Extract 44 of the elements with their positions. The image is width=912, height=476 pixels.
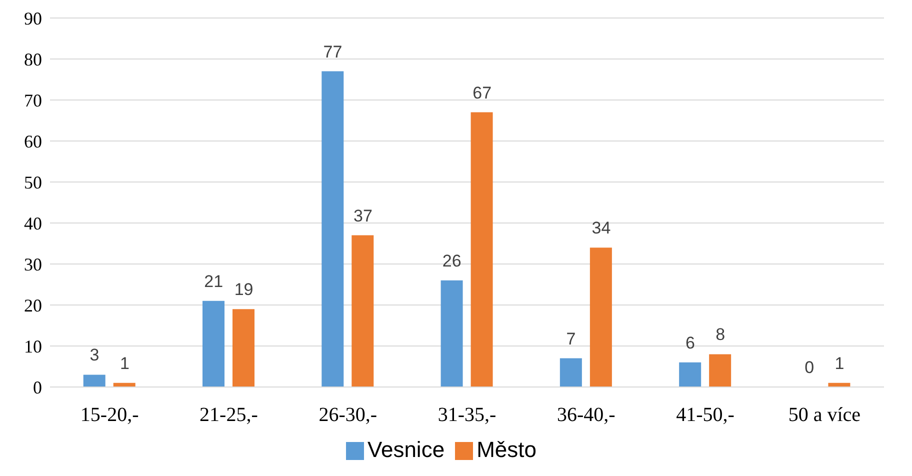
- x-tick-label: 41-50,-: [676, 404, 734, 426]
- y-tick-label: 30: [24, 254, 42, 274]
- data-label: 3: [90, 346, 100, 365]
- data-label: 21: [204, 272, 224, 291]
- y-tick-label: 20: [24, 295, 42, 316]
- bar: [202, 300, 225, 387]
- data-label: 67: [472, 83, 492, 102]
- y-tick-label: 60: [24, 131, 42, 152]
- bar: [590, 248, 612, 387]
- data-label: 19: [234, 280, 254, 300]
- bar: [322, 71, 344, 387]
- x-tick-label: 31-35,-: [438, 404, 496, 426]
- x-tick-label: 36-40,-: [556, 404, 616, 426]
- x-tick-label: 26-30,-: [318, 404, 378, 426]
- bar: [470, 112, 493, 387]
- x-tick-label: 15-20,-: [80, 404, 139, 426]
- y-tick-label: 40: [24, 213, 42, 234]
- y-tick-label: 50: [24, 172, 42, 192]
- bar: [560, 358, 582, 387]
- data-label: 8: [716, 325, 726, 344]
- bar: [679, 362, 702, 387]
- data-label: 77: [323, 42, 342, 62]
- y-tick-label: 0: [33, 377, 42, 398]
- y-tick-label: 10: [24, 336, 42, 356]
- data-label: 0: [804, 358, 814, 377]
- data-label: 1: [120, 354, 130, 373]
- data-label: 26: [442, 251, 462, 270]
- y-tick-label: 70: [24, 90, 42, 110]
- data-label: 37: [354, 206, 372, 226]
- legend-label: Vesnice: [368, 437, 445, 462]
- data-label: 34: [592, 218, 611, 238]
- x-tick-label: 50 a více: [788, 404, 861, 426]
- y-tick-label: 90: [24, 8, 42, 28]
- bar: [83, 374, 106, 387]
- bar: [232, 309, 255, 387]
- data-label: 1: [834, 354, 844, 373]
- bar: [709, 354, 732, 387]
- legend-label: Město: [476, 437, 536, 462]
- data-label: 6: [685, 333, 695, 352]
- data-label: 7: [566, 329, 576, 348]
- x-tick-label: 21-25,-: [200, 404, 258, 426]
- y-tick-label: 80: [24, 49, 42, 70]
- bar: [440, 280, 463, 387]
- bar: [352, 235, 374, 387]
